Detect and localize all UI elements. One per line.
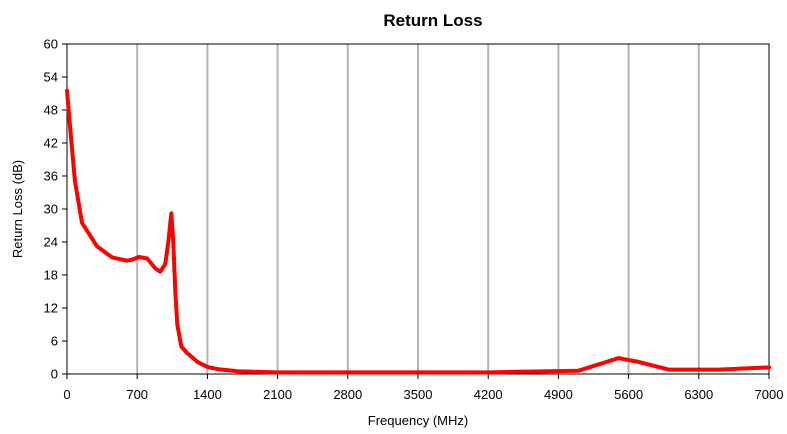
y-tick-label: 12 — [44, 301, 58, 316]
y-axis-label: Return Loss (dB) — [10, 160, 25, 258]
series-group — [65, 88, 771, 375]
x-tick-label: 3500 — [404, 387, 433, 402]
chart-title: Return Loss — [383, 11, 482, 30]
x-tick-label: 4900 — [544, 387, 573, 402]
x-axis: 0 700 1400 2100 2800 3500 4200 4900 5600 6300 7000 — [63, 374, 783, 402]
y-tick-label: 54 — [44, 70, 58, 85]
y-tick-label: 42 — [44, 136, 58, 151]
x-tick-label: 1400 — [193, 387, 222, 402]
return-loss-series-line — [65, 88, 771, 375]
y-tick-label: 6 — [51, 334, 58, 349]
grid-lines — [136, 44, 700, 374]
x-tick-label: 700 — [126, 387, 148, 402]
y-tick-label: 36 — [44, 169, 58, 184]
y-tick-label: 60 — [44, 37, 58, 52]
y-tick-label: 0 — [51, 367, 58, 382]
x-tick-label: 6300 — [684, 387, 713, 402]
x-tick-label: 0 — [63, 387, 70, 402]
x-axis-label: Frequency (MHz) — [368, 413, 468, 428]
y-tick-label: 18 — [44, 268, 58, 283]
y-tick-label: 48 — [44, 103, 58, 118]
x-tick-label: 2800 — [333, 387, 362, 402]
y-axis: 0 6 12 18 24 30 36 42 48 54 60 — [44, 37, 67, 382]
x-tick-label: 5600 — [614, 387, 643, 402]
x-tick-label: 7000 — [755, 387, 784, 402]
y-tick-label: 30 — [44, 202, 58, 217]
x-tick-label: 4200 — [474, 387, 503, 402]
x-tick-label: 2100 — [263, 387, 292, 402]
y-tick-label: 24 — [44, 235, 58, 250]
